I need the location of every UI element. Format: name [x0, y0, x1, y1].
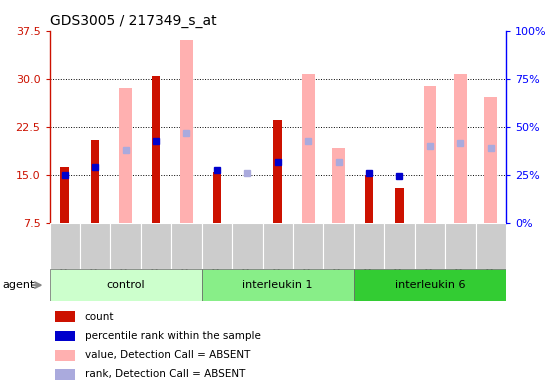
Bar [445, 223, 476, 269]
Bar [80, 223, 111, 269]
Bar [54, 311, 75, 322]
Bar [232, 223, 262, 269]
Text: interleukin 6: interleukin 6 [395, 280, 465, 290]
Text: percentile rank within the sample: percentile rank within the sample [85, 331, 260, 341]
Bar [424, 86, 436, 223]
Bar [365, 175, 373, 223]
Bar [119, 88, 132, 223]
Bar [485, 97, 497, 223]
Bar [384, 223, 415, 269]
Bar [54, 350, 75, 361]
Bar [54, 331, 75, 341]
Bar [454, 74, 467, 223]
Bar [262, 223, 293, 269]
Bar [332, 148, 345, 223]
Text: value, Detection Call = ABSENT: value, Detection Call = ABSENT [85, 350, 250, 360]
Text: count: count [85, 312, 114, 322]
Bar [202, 223, 232, 269]
Bar [50, 269, 202, 301]
Bar [60, 167, 69, 223]
Bar [180, 40, 193, 223]
Bar [273, 120, 282, 223]
Bar [50, 223, 80, 269]
Bar [202, 269, 354, 301]
Bar [213, 172, 221, 223]
Bar [54, 369, 75, 380]
Bar [354, 223, 384, 269]
Bar [91, 139, 100, 223]
Text: agent: agent [3, 280, 35, 290]
Text: rank, Detection Call = ABSENT: rank, Detection Call = ABSENT [85, 369, 245, 379]
Bar [152, 76, 160, 223]
Bar [415, 223, 445, 269]
Bar [141, 223, 171, 269]
Bar [171, 223, 202, 269]
Text: control: control [106, 280, 145, 290]
Bar [111, 223, 141, 269]
Bar [302, 74, 315, 223]
Text: GDS3005 / 217349_s_at: GDS3005 / 217349_s_at [50, 14, 216, 28]
Bar [323, 223, 354, 269]
Bar [476, 223, 506, 269]
Text: interleukin 1: interleukin 1 [243, 280, 313, 290]
Bar [395, 187, 404, 223]
Bar [293, 223, 323, 269]
Bar [354, 269, 506, 301]
